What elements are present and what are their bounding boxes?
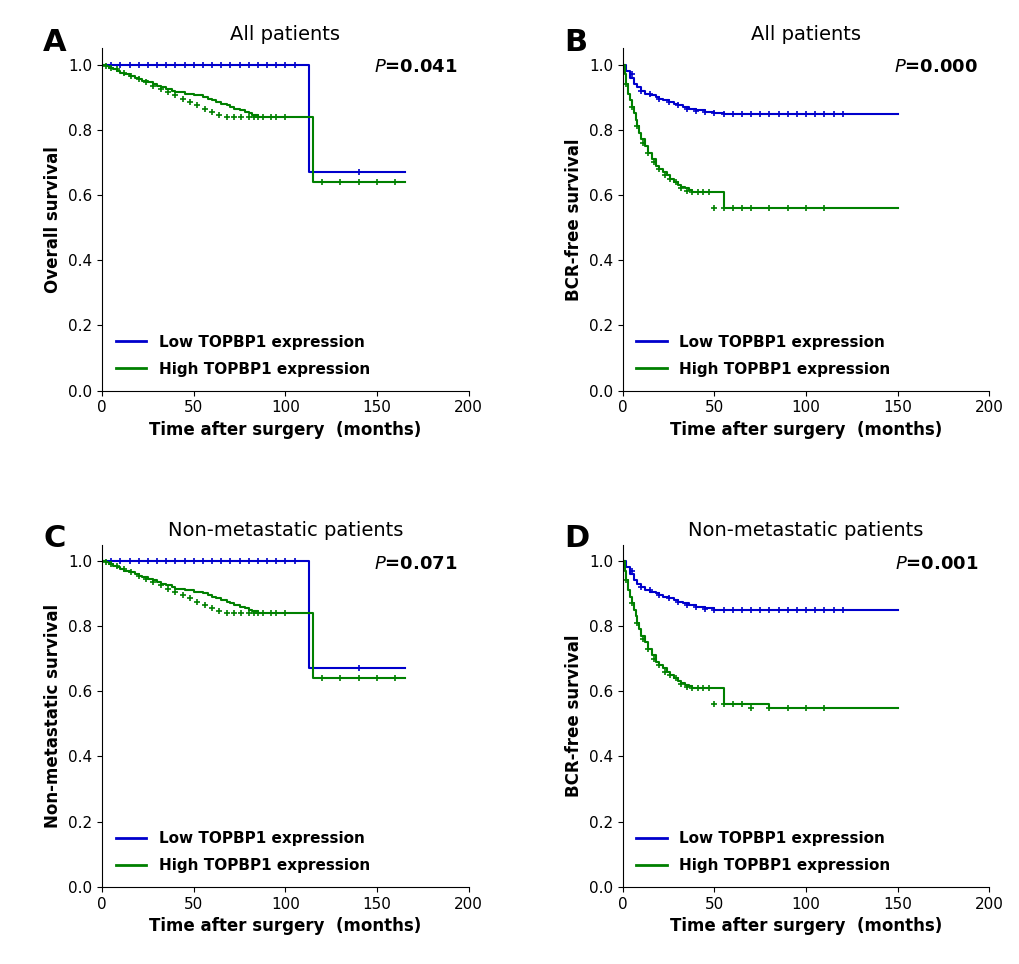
X-axis label: Time after surgery  (months): Time after surgery (months) (669, 917, 942, 935)
Title: All patients: All patients (750, 25, 860, 44)
Title: Non-metastatic patients: Non-metastatic patients (688, 522, 923, 540)
Legend: Low TOPBP1 expression, High TOPBP1 expression: Low TOPBP1 expression, High TOPBP1 expre… (630, 825, 896, 879)
Title: Non-metastatic patients: Non-metastatic patients (167, 522, 403, 540)
X-axis label: Time after surgery  (months): Time after surgery (months) (149, 917, 421, 935)
Text: $\mathit{P}$=0.000: $\mathit{P}$=0.000 (894, 59, 977, 76)
Text: $\mathit{P}$=0.071: $\mathit{P}$=0.071 (374, 555, 458, 573)
Legend: Low TOPBP1 expression, High TOPBP1 expression: Low TOPBP1 expression, High TOPBP1 expre… (109, 825, 376, 879)
X-axis label: Time after surgery  (months): Time after surgery (months) (149, 421, 421, 439)
Title: All patients: All patients (230, 25, 340, 44)
Text: $\mathit{P}$=0.001: $\mathit{P}$=0.001 (894, 555, 977, 573)
Legend: Low TOPBP1 expression, High TOPBP1 expression: Low TOPBP1 expression, High TOPBP1 expre… (109, 329, 376, 383)
Legend: Low TOPBP1 expression, High TOPBP1 expression: Low TOPBP1 expression, High TOPBP1 expre… (630, 329, 896, 383)
Text: D: D (564, 524, 589, 553)
Y-axis label: Non-metastatic survival: Non-metastatic survival (45, 603, 62, 828)
Text: $\mathit{P}$=0.041: $\mathit{P}$=0.041 (374, 59, 458, 76)
X-axis label: Time after surgery  (months): Time after surgery (months) (669, 421, 942, 439)
Text: B: B (564, 28, 587, 57)
Text: A: A (43, 28, 67, 57)
Text: C: C (43, 524, 65, 553)
Y-axis label: BCR-free survival: BCR-free survival (565, 634, 583, 797)
Y-axis label: Overall survival: Overall survival (45, 146, 62, 293)
Y-axis label: BCR-free survival: BCR-free survival (565, 138, 583, 301)
